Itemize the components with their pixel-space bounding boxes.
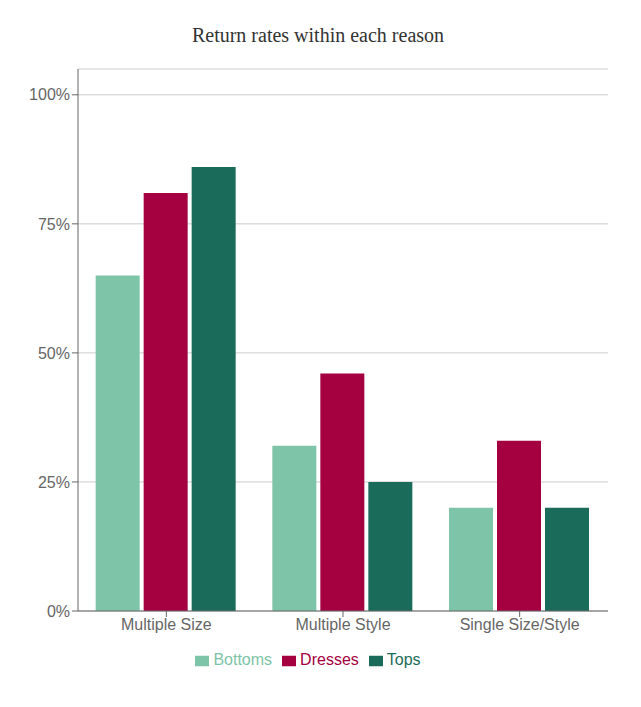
svg-text:0%: 0%	[47, 603, 70, 620]
svg-text:Single Size/Style: Single Size/Style	[460, 616, 580, 633]
svg-text:25%: 25%	[38, 474, 70, 491]
svg-text:Multiple Style: Multiple Style	[295, 616, 390, 633]
html-text:Return rates within each reaso: Return rates within each reason	[191, 24, 445, 46]
svg-text:75%: 75%	[38, 216, 70, 233]
svg-text:100%: 100%	[29, 86, 70, 103]
html-text:Dresses: Dresses	[300, 651, 359, 668]
html-text:Tops: Tops	[386, 651, 421, 668]
html-text:Bottoms: Bottoms	[213, 651, 273, 668]
svg-text:50%: 50%	[38, 345, 70, 362]
svg-text:Multiple Size: Multiple Size	[121, 616, 212, 633]
